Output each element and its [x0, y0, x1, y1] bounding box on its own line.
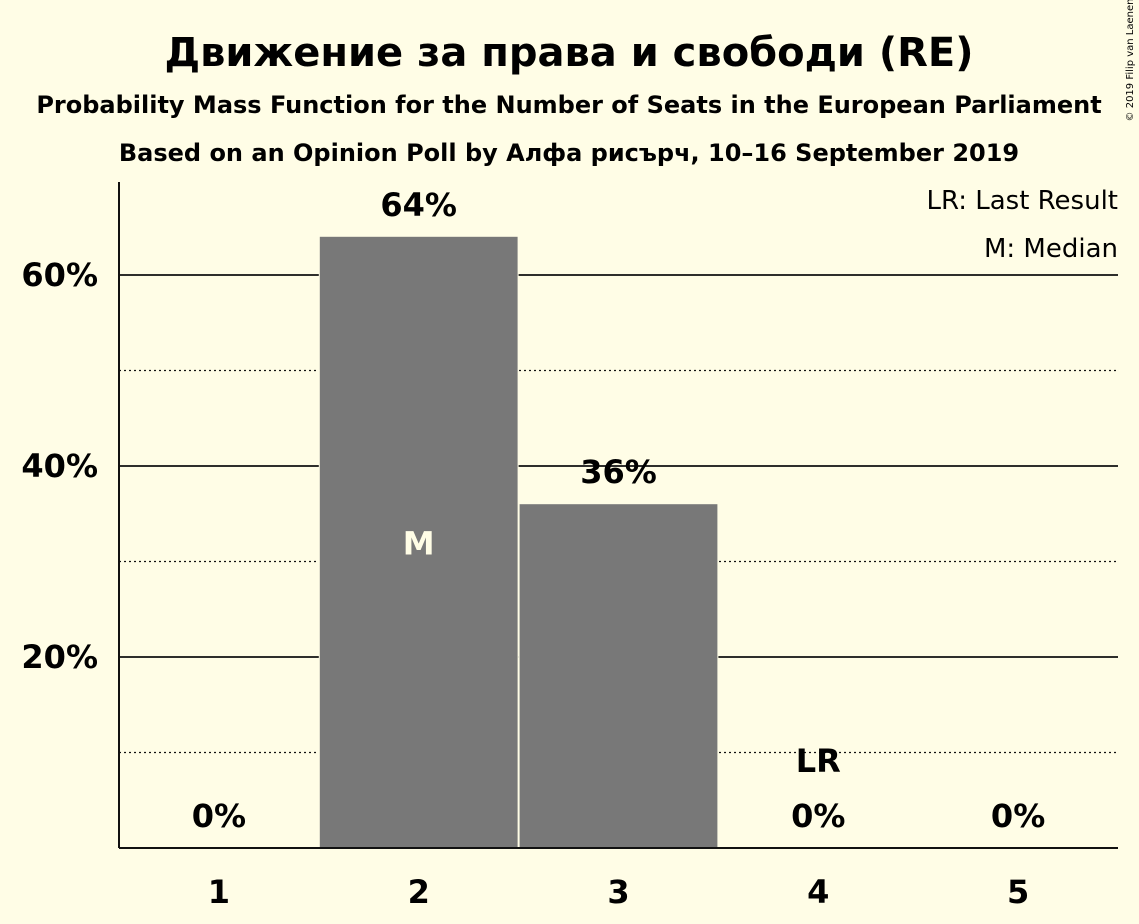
data-label: 64% — [380, 186, 457, 224]
chart-title: Движение за права и свободи (RE) — [164, 30, 973, 76]
data-label: 36% — [580, 453, 657, 491]
bar — [519, 504, 718, 848]
x-tick-label: 2 — [408, 873, 430, 911]
bars — [318, 235, 719, 849]
x-tick-label: 5 — [1007, 873, 1029, 911]
x-tick-label: 1 — [208, 873, 230, 911]
data-label: 0% — [791, 797, 845, 835]
chart-subtitle: Probability Mass Function for the Number… — [36, 91, 1101, 119]
bar — [319, 236, 518, 849]
x-tick-label: 4 — [807, 873, 829, 911]
copyright-text: © 2019 Filip van Laenen — [1125, 0, 1136, 121]
y-tick-label: 60% — [21, 256, 98, 294]
chart-subtitle-poll: Based on an Opinion Poll by Алфа рисърч,… — [119, 139, 1019, 167]
last-result-marker: LR — [796, 742, 841, 780]
data-label: 0% — [991, 797, 1045, 835]
labels: 20% 40% 60% 0% 1 64% 2 M 36% 3 0% 4 LR 0% 5 — [21, 186, 1045, 911]
legend-median: M: Median — [984, 234, 1118, 264]
data-label: 0% — [192, 797, 246, 835]
gridlines — [119, 274, 1118, 754]
legend-last-result: LR: Last Result — [926, 186, 1118, 216]
x-tick-label: 3 — [607, 873, 629, 911]
y-tick-label: 20% — [21, 638, 98, 676]
axes — [118, 182, 1118, 849]
y-tick-label: 40% — [21, 447, 98, 485]
median-marker: M — [403, 524, 435, 562]
